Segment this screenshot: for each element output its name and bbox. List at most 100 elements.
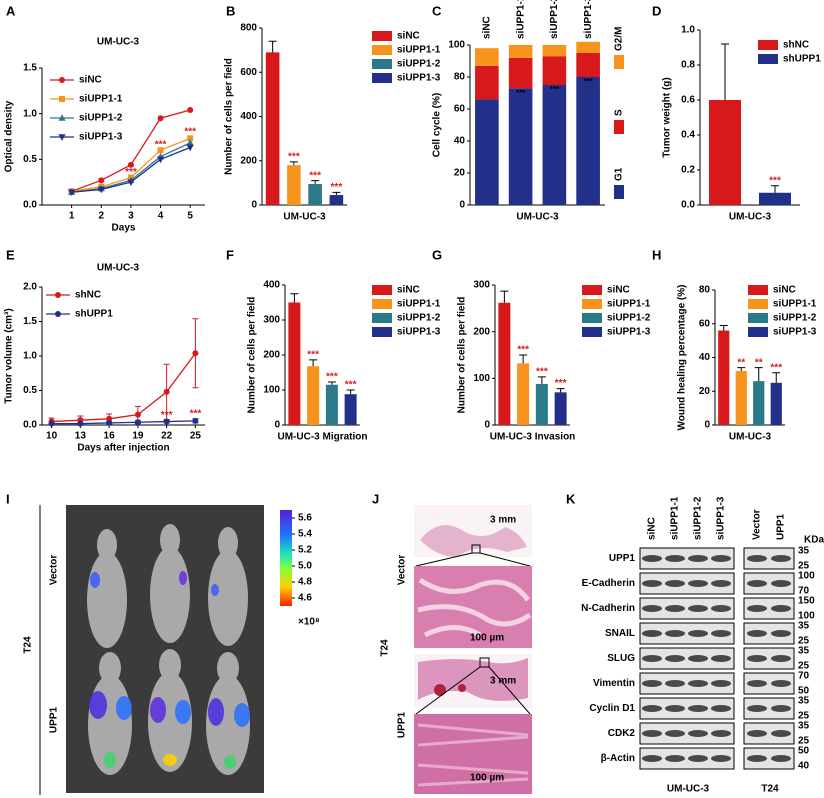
error-bar <box>309 359 318 367</box>
blot-band <box>711 705 731 712</box>
significance-label: *** <box>309 170 321 181</box>
lane-label: siUPP1-1 <box>670 496 681 540</box>
colorbar-tick-label: 5.2 <box>298 545 312 556</box>
bar-segment <box>576 53 600 77</box>
legend-swatch <box>582 313 602 323</box>
blot-band <box>711 730 731 737</box>
significance-label: ** <box>755 357 763 368</box>
data-point <box>157 147 164 154</box>
blot-band <box>747 730 767 737</box>
significance-label: *** <box>769 175 781 186</box>
kda-label: 25 <box>798 711 810 722</box>
blot-band <box>665 630 685 637</box>
protein-label: Cyclin D1 <box>589 703 635 714</box>
protein-label: SLUG <box>607 653 635 664</box>
bar <box>288 302 301 425</box>
legend-marker <box>58 134 66 141</box>
y-tick-label: 60 <box>454 104 466 115</box>
colorbar-tick-label: 5.0 <box>298 561 312 572</box>
blot-box <box>639 722 735 745</box>
blot-band <box>711 580 731 587</box>
panel-letter: D <box>652 3 661 18</box>
bar <box>307 366 320 425</box>
scale-label: 3 mm <box>490 676 516 687</box>
mouse-image <box>66 505 264 793</box>
kda-label: 35 <box>798 621 810 632</box>
y-tick-label: 200 <box>263 350 280 361</box>
y-tick-label: 80 <box>699 285 711 296</box>
significance-label: *** <box>331 182 343 193</box>
blot-band <box>642 605 662 612</box>
legend-label: siUPP1-2 <box>607 313 651 324</box>
kda-label: 25 <box>798 561 810 572</box>
blot-band <box>665 730 685 737</box>
bar-segment <box>576 41 600 53</box>
protein-label: N-Cadherin <box>581 603 635 614</box>
panel-letter: K <box>566 491 576 506</box>
data-point <box>192 350 199 357</box>
protein-label: UPP1 <box>609 553 636 564</box>
error-bar <box>772 372 781 383</box>
bar-segment <box>576 77 600 205</box>
blot-box <box>743 547 795 570</box>
y-tick-label: 0.0 <box>681 200 695 211</box>
protein-label: Vimentin <box>593 678 635 689</box>
legend-label: siUPP1-2 <box>79 113 123 124</box>
kda-label: 70 <box>798 586 810 597</box>
blot-band <box>711 605 731 612</box>
blot-band <box>665 580 685 587</box>
bar <box>308 183 322 205</box>
y-tick-label: 300 <box>473 280 490 291</box>
blot-box <box>639 597 735 620</box>
legend-swatch <box>758 54 778 64</box>
blot-band <box>711 630 731 637</box>
legend-label: siNC <box>397 31 420 42</box>
protein-label: E-Cadherin <box>582 578 635 589</box>
blot-box <box>743 747 795 770</box>
bar <box>753 381 765 425</box>
panel-letter: I <box>6 491 10 506</box>
error-bar <box>719 324 728 331</box>
error-bar <box>327 381 336 385</box>
legend-label: siUPP1-1 <box>773 299 817 310</box>
y-tick-label: 200 <box>240 155 257 166</box>
y-tick-label: 80 <box>454 72 466 83</box>
data-point <box>127 179 135 186</box>
blot-band <box>642 755 662 762</box>
error-bar <box>289 161 298 166</box>
x-axis-label: Days after injection <box>77 443 169 454</box>
colorbar <box>280 510 292 606</box>
data-point <box>77 420 84 427</box>
legend-label: siUPP1-3 <box>773 327 817 338</box>
y-tick-label: 100 <box>448 40 465 51</box>
y-tick-label: 0.5 <box>23 385 37 396</box>
legend-label: siUPP1-3 <box>607 327 651 338</box>
histology-image <box>414 505 532 794</box>
y-tick-label: 0 <box>274 420 280 431</box>
legend-marker <box>58 114 66 121</box>
blot-band <box>771 630 791 637</box>
bar <box>517 363 530 425</box>
y-tick-label: 40 <box>454 136 466 147</box>
legend-marker <box>55 292 61 298</box>
blot-band <box>688 580 708 587</box>
y-tick-label: 100 <box>263 385 280 396</box>
legend-swatch <box>748 327 768 337</box>
blot-band <box>747 655 767 662</box>
y-tick-label: 0 <box>459 200 465 211</box>
data-point <box>134 411 141 418</box>
legend-swatch <box>372 31 392 41</box>
y-tick-label: 600 <box>240 67 257 78</box>
x-tick-label: 13 <box>75 431 87 442</box>
blot-band <box>747 580 767 587</box>
legend-swatch <box>614 185 624 199</box>
y-axis-label: Number of cells per field <box>247 297 258 414</box>
blot-band <box>771 730 791 737</box>
blot-box <box>743 647 795 670</box>
legend-swatch <box>614 55 624 69</box>
blot-box <box>639 697 735 720</box>
blot-band <box>747 555 767 562</box>
kda-label: 35 <box>798 646 810 657</box>
blot-band <box>665 680 685 687</box>
blot-band <box>642 580 662 587</box>
